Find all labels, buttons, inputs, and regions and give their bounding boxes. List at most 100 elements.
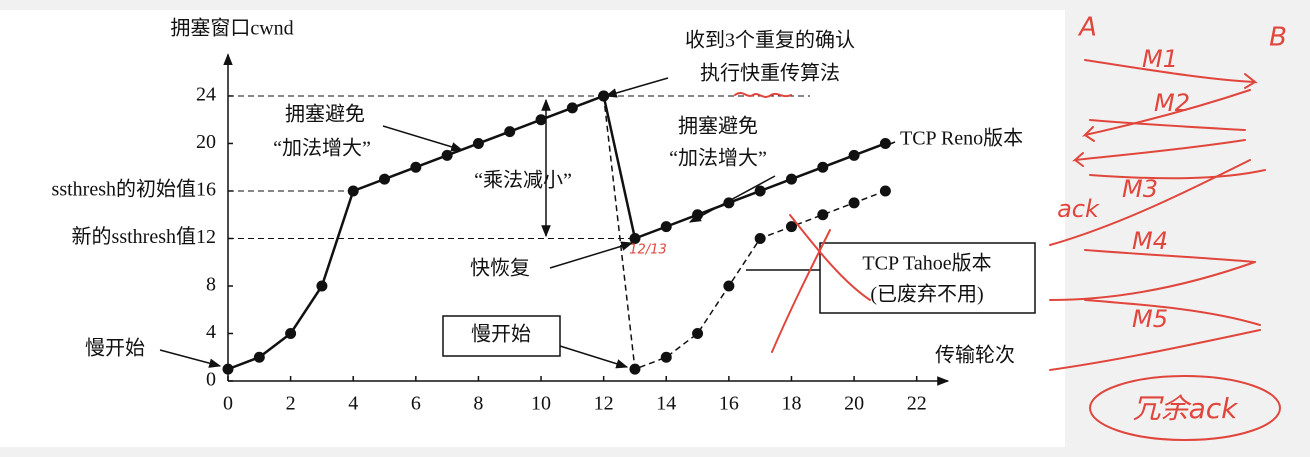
handwriting: 12/13 (629, 243, 666, 258)
data-point (848, 149, 860, 161)
data-point (566, 102, 578, 114)
x-tick-label: 12 (594, 393, 614, 415)
stroke (1084, 299, 1261, 326)
handwriting-strokes: A B M1 M2 M3 ack M4 M5 冗余ack 12/13 (629, 13, 1287, 441)
y-tick-label: 0 (206, 369, 216, 391)
series-label: TCP Reno版本 (900, 127, 1023, 150)
data-point (535, 114, 547, 126)
chart-panel (0, 10, 1065, 447)
data-point (817, 161, 829, 173)
tahoe-note: (已废弃不用) (870, 283, 983, 306)
data-point (410, 161, 422, 173)
x-tick-label: 0 (223, 393, 233, 415)
annotation: “乘法减小” (474, 169, 572, 192)
annotation: 慢开始 (471, 323, 531, 346)
leader (549, 241, 634, 269)
data-point (316, 280, 328, 292)
y-tick-label: 8 (206, 274, 216, 296)
annotation: 慢开始 (85, 337, 145, 360)
data-point (347, 185, 359, 197)
x-tick-label: 22 (907, 393, 927, 415)
x-tick-label: 16 (719, 393, 739, 415)
x-tick-label: 10 (531, 393, 551, 415)
data-point (692, 209, 704, 221)
y-tick-label: ssthresh的初始值16 (52, 178, 216, 201)
stroke (1071, 139, 1246, 167)
x-tick-label: 18 (781, 393, 801, 415)
y-tick-label: 新的ssthresh值12 (72, 225, 216, 248)
x-tick-label: 6 (411, 393, 421, 415)
series-line (227, 94, 886, 371)
y-tick-label: 20 (196, 131, 216, 153)
data-point (222, 363, 234, 375)
cross-out (771, 214, 871, 353)
stroke (1049, 329, 1261, 371)
handwriting: M2 (1154, 89, 1190, 117)
stroke (1049, 261, 1256, 301)
data-point (629, 363, 641, 375)
stroke (1084, 59, 1259, 89)
annotation: 执行快重传算法 (700, 62, 840, 85)
x-tick-label: 20 (844, 393, 864, 415)
scribble (734, 92, 792, 98)
annotation: 拥塞避免 (285, 103, 365, 126)
annotation: “加法增大” (273, 137, 371, 160)
leader (559, 345, 629, 369)
leader (382, 125, 464, 152)
chart: 拥塞窗口cwnd 传输轮次 (已废弃不用) 0 4 8 新的ssthresh值12 ss… (52, 17, 1036, 415)
y-axis-label: 拥塞窗口cwnd (170, 17, 293, 40)
annotation: 收到3个重复的确认 (685, 29, 855, 52)
data-point (285, 327, 297, 339)
handwriting: M5 (1132, 305, 1168, 333)
stroke (1089, 169, 1266, 180)
data-point (785, 221, 797, 233)
x-tick-label: 4 (348, 393, 358, 415)
data-point (817, 209, 829, 221)
annotation: 快恢复 (470, 257, 530, 280)
data-point (629, 232, 641, 244)
series-line (602, 95, 886, 371)
annotation-box (442, 315, 561, 357)
data-point (723, 280, 735, 292)
leader (159, 349, 222, 368)
annotation: “加法增大” (669, 147, 767, 170)
data-point (785, 173, 797, 185)
series-label: TCP Tahoe版本 (862, 252, 991, 275)
data-point (253, 351, 265, 363)
legend-box (819, 242, 1036, 314)
handwriting: M3 (1122, 175, 1158, 203)
data-point (660, 221, 672, 233)
data-point (754, 185, 766, 197)
circle (1089, 375, 1281, 441)
x-tick-label: 2 (286, 393, 296, 415)
data-point (441, 149, 453, 161)
x-axis-label: 传输轮次 (935, 344, 1015, 367)
x-tick-label: 14 (656, 393, 676, 415)
handwriting: B (1269, 23, 1287, 53)
y-tick-label: 4 (206, 321, 216, 343)
handwriting: M1 (1142, 45, 1178, 73)
data-point (879, 137, 891, 149)
x-tick-label: 8 (473, 393, 483, 415)
data-point (754, 232, 766, 244)
handwriting: A (1077, 13, 1097, 43)
data-point (692, 327, 704, 339)
data-point (379, 173, 391, 185)
data-point (472, 137, 484, 149)
data-point (723, 197, 735, 209)
leader (604, 77, 669, 98)
stroke (1084, 249, 1256, 263)
annotation: 拥塞避免 (678, 115, 758, 138)
stroke (1049, 159, 1251, 246)
y-tick-label: 24 (196, 84, 216, 106)
handwriting: ack (1057, 195, 1100, 223)
data-point (660, 351, 672, 363)
data-point (598, 90, 610, 102)
data-point (848, 197, 860, 209)
stroke (1089, 119, 1246, 131)
stroke (1081, 89, 1251, 142)
data-point (879, 185, 891, 197)
handwriting: M4 (1132, 227, 1168, 255)
data-point (504, 126, 516, 138)
